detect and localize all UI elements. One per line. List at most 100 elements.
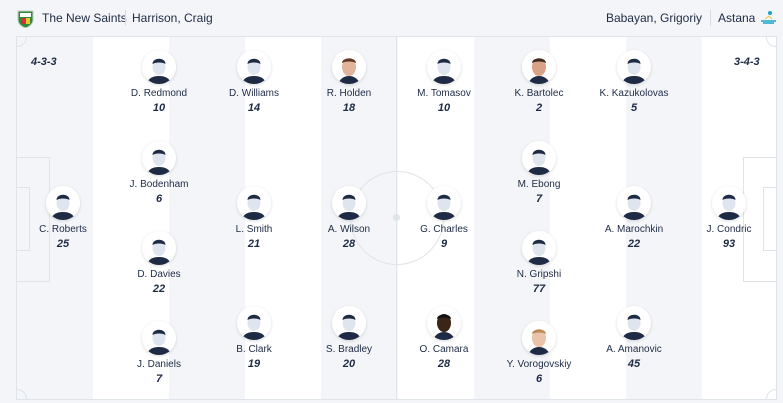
player-number: 7 xyxy=(155,373,163,385)
player-number: 10 xyxy=(437,102,451,114)
player-avatar xyxy=(46,186,80,220)
player-name: S. Bradley xyxy=(325,344,373,355)
player-number: 14 xyxy=(247,102,261,114)
player-name: O. Camara xyxy=(419,344,469,355)
player-number: 22 xyxy=(627,238,641,250)
player-number: 21 xyxy=(247,238,261,250)
player-name: B. Clark xyxy=(236,344,272,355)
player-number: 5 xyxy=(630,102,638,114)
player-home[interactable]: L. Smith 21 xyxy=(199,186,309,250)
player-number: 77 xyxy=(532,283,546,295)
away-coach[interactable]: Babayan, Grigoriy xyxy=(605,11,702,25)
player-name: J. Condric xyxy=(706,224,752,235)
player-name: Y. Vorogovskiy xyxy=(506,359,572,370)
player-name: K. Bartolec xyxy=(514,88,564,99)
player-name: A. Marochkin xyxy=(604,224,664,235)
right-goal-area xyxy=(763,187,776,251)
player-avatar xyxy=(332,306,366,340)
player-name: D. Davies xyxy=(137,269,181,280)
corner-arc xyxy=(766,389,776,399)
player-number: 6 xyxy=(535,373,543,385)
home-team-name[interactable]: The New Saints xyxy=(42,11,127,25)
player-avatar xyxy=(142,321,176,355)
player-avatar xyxy=(617,306,651,340)
player-number: 7 xyxy=(535,193,543,205)
player-avatar xyxy=(237,186,271,220)
player-away[interactable]: N. Gripshi 77 xyxy=(484,231,594,295)
player-avatar xyxy=(522,321,556,355)
player-away[interactable]: A. Marochkin 22 xyxy=(579,186,689,250)
player-home[interactable]: J. Bodenham 6 xyxy=(104,141,214,205)
divider xyxy=(125,10,126,26)
player-name: J. Daniels xyxy=(137,359,181,370)
player-avatar xyxy=(617,186,651,220)
player-away[interactable]: O. Camara 28 xyxy=(389,306,499,370)
player-number: 28 xyxy=(342,238,356,250)
player-number: 22 xyxy=(152,283,166,295)
player-avatar xyxy=(427,50,461,84)
player-home[interactable]: R. Holden 18 xyxy=(294,50,404,114)
away-formation: 3-4-3 xyxy=(734,56,760,68)
player-number: 10 xyxy=(152,102,166,114)
player-avatar xyxy=(332,50,366,84)
player-name: R. Holden xyxy=(326,88,372,99)
player-avatar xyxy=(522,141,556,175)
pitch-stripe xyxy=(169,37,246,399)
player-avatar xyxy=(142,50,176,84)
player-home[interactable]: B. Clark 19 xyxy=(199,306,309,370)
home-coach[interactable]: Harrison, Craig xyxy=(132,11,213,25)
match-header: The New Saints Harrison, Craig Babayan, … xyxy=(0,0,783,36)
right-penalty-box xyxy=(743,157,776,282)
player-home[interactable]: D. Davies 22 xyxy=(104,231,214,295)
player-name: M. Ebong xyxy=(517,179,561,190)
player-avatar xyxy=(332,186,366,220)
player-avatar xyxy=(142,141,176,175)
player-home[interactable]: S. Bradley 20 xyxy=(294,306,404,370)
player-name: C. Roberts xyxy=(39,224,87,235)
left-goal-area xyxy=(17,187,30,251)
player-name: A. Wilson xyxy=(327,224,371,235)
player-number: 2 xyxy=(535,102,543,114)
player-home[interactable]: J. Daniels 7 xyxy=(104,321,214,385)
player-away[interactable]: J. Condric 93 xyxy=(674,186,783,250)
player-number: 25 xyxy=(56,238,70,250)
away-team-name[interactable]: Astana xyxy=(718,11,756,25)
player-number: 18 xyxy=(342,102,356,114)
player-avatar xyxy=(142,231,176,265)
player-home[interactable]: D. Redmond 10 xyxy=(104,50,214,114)
player-avatar xyxy=(237,50,271,84)
player-away[interactable]: Y. Vorogovskiy 6 xyxy=(484,321,594,385)
player-away[interactable]: A. Amanovic 45 xyxy=(579,306,689,370)
player-avatar xyxy=(427,306,461,340)
player-away[interactable]: K. Bartolec 2 xyxy=(484,50,594,114)
player-avatar xyxy=(522,231,556,265)
player-name: A. Amanovic xyxy=(606,344,662,355)
player-number: 28 xyxy=(437,358,451,370)
player-name: G. Charles xyxy=(420,224,468,235)
player-name: K. Kazukolovas xyxy=(599,88,669,99)
player-name: J. Bodenham xyxy=(129,179,189,190)
player-number: 20 xyxy=(342,358,356,370)
astana-logo xyxy=(761,11,776,24)
player-avatar xyxy=(427,186,461,220)
player-number: 93 xyxy=(722,238,736,250)
player-name: M. Tomasov xyxy=(417,88,471,99)
player-name: D. Williams xyxy=(229,88,279,99)
player-away[interactable]: K. Kazukolovas 5 xyxy=(579,50,689,114)
player-away[interactable]: M. Ebong 7 xyxy=(484,141,594,205)
player-home[interactable]: C. Roberts 25 xyxy=(8,186,118,250)
player-away[interactable]: M. Tomasov 10 xyxy=(389,50,499,114)
player-avatar xyxy=(712,186,746,220)
home-formation: 4-3-3 xyxy=(31,56,57,68)
player-number: 45 xyxy=(627,358,641,370)
player-away[interactable]: G. Charles 9 xyxy=(389,186,499,250)
player-number: 9 xyxy=(440,238,448,250)
player-avatar xyxy=(522,50,556,84)
pitch-stripe xyxy=(549,37,626,399)
player-home[interactable]: A. Wilson 28 xyxy=(294,186,404,250)
player-avatar xyxy=(617,50,651,84)
player-home[interactable]: D. Williams 14 xyxy=(199,50,309,114)
divider xyxy=(710,10,711,26)
player-name: L. Smith xyxy=(235,224,273,235)
left-penalty-box xyxy=(17,157,50,282)
